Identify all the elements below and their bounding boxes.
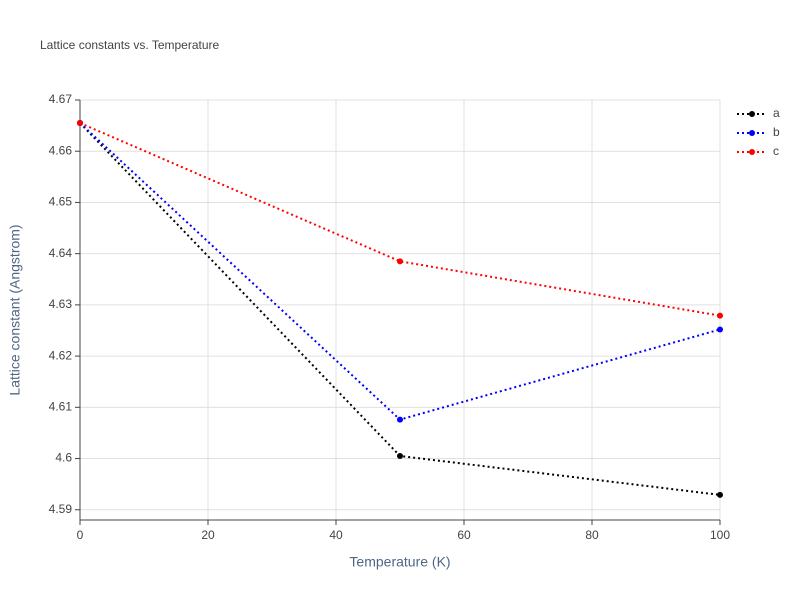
data-point	[397, 452, 403, 459]
chart-title: Lattice constants vs. Temperature	[40, 38, 220, 52]
y-tick-label: 4.65	[49, 195, 73, 209]
series-line	[79, 122, 721, 496]
y-tick-label: 4.63	[49, 297, 73, 311]
legend-marker	[749, 130, 755, 136]
y-tick-label: 4.64	[49, 246, 73, 260]
x-tick-label: 40	[329, 528, 343, 542]
x-axis-title: Temperature (K)	[349, 554, 450, 570]
data-point	[717, 312, 723, 319]
legend-marker	[749, 149, 755, 155]
y-tick-label: 4.61	[49, 399, 73, 413]
x-tick-label: 80	[585, 528, 599, 542]
y-tick-label: 4.6	[55, 451, 72, 465]
x-tick-label: 100	[710, 528, 730, 542]
legend-marker	[749, 111, 755, 117]
data-point	[397, 258, 403, 265]
series-line	[79, 122, 721, 421]
x-tick-label: 20	[201, 528, 215, 542]
y-tick-label: 4.59	[49, 502, 73, 516]
y-tick-label: 4.66	[49, 143, 73, 157]
x-tick-label: 0	[77, 528, 84, 542]
data-point	[717, 491, 723, 498]
legend-label: c	[773, 144, 779, 158]
y-tick-label: 4.67	[49, 92, 73, 106]
data-point	[717, 326, 723, 333]
legend-label: b	[773, 125, 780, 139]
data-point	[77, 120, 83, 127]
grid	[79, 99, 721, 520]
x-tick-label: 60	[457, 528, 471, 542]
y-tick-label: 4.62	[49, 348, 73, 362]
series-line	[79, 122, 721, 317]
legend-label: a	[773, 106, 780, 120]
data-point	[397, 416, 403, 423]
y-axis-title: Lattice constant (Angstrom)	[7, 224, 23, 395]
